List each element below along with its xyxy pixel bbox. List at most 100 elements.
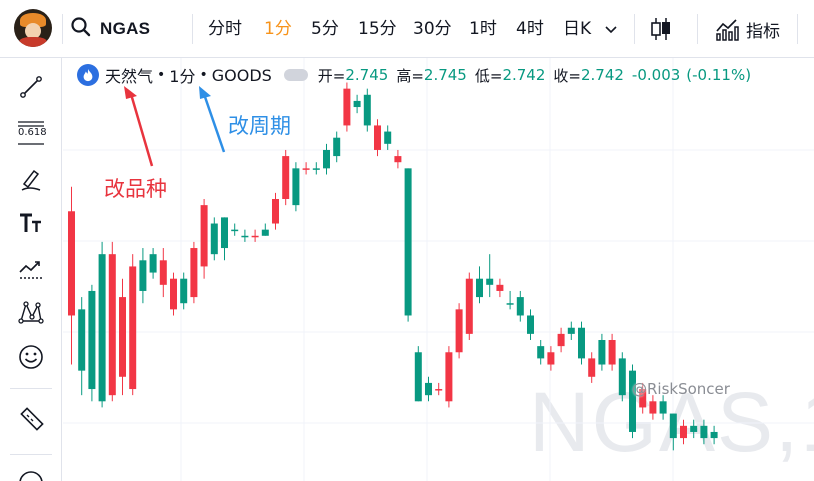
candle-body	[435, 389, 443, 391]
toolbar-divider	[62, 14, 63, 44]
high-label: 高=	[396, 66, 424, 85]
candle-body	[68, 211, 75, 316]
legend-separator: •	[157, 67, 166, 83]
magnet-icon	[19, 471, 43, 481]
candle-body	[690, 425, 698, 432]
drawing-toolbar: 0.618	[0, 58, 62, 481]
source-credit: @RiskSoncer	[632, 380, 730, 398]
candle-body	[231, 229, 239, 232]
search-icon	[70, 16, 92, 42]
brush-tool[interactable]	[14, 162, 48, 196]
fib-retracement-tool[interactable]: 0.618	[14, 116, 48, 150]
candle-body	[394, 156, 402, 163]
candle-body	[680, 425, 687, 439]
candle-body	[363, 94, 371, 126]
indicators-icon	[716, 19, 739, 41]
candle-body	[516, 297, 524, 316]
pattern-tool[interactable]	[14, 252, 48, 286]
xabcd-pattern-icon	[18, 301, 44, 324]
candle-body	[465, 278, 473, 334]
measure-tool[interactable]	[14, 402, 48, 436]
timeframe-intraday[interactable]: 分时	[208, 19, 242, 39]
open-label: 开=	[317, 66, 346, 85]
candle-body	[139, 260, 147, 291]
legend-symbol-title[interactable]: 天然气	[105, 67, 154, 86]
candle-body	[639, 389, 647, 408]
candle-body	[312, 168, 320, 170]
candlestick-chart-type-button[interactable]	[646, 14, 676, 44]
candle-body	[180, 278, 188, 304]
candle-body	[119, 297, 126, 377]
candle-body	[200, 205, 208, 267]
candle-body	[292, 168, 300, 206]
timeframe-4h[interactable]: 4时	[516, 19, 544, 39]
visibility-toggle[interactable]	[283, 69, 308, 81]
timeframe-1min[interactable]: 1分	[264, 19, 292, 39]
toolbar-divider	[697, 14, 698, 44]
top-toolbar: NGAS 分时 1分 5分 15分 30分 1时 4时 日K 指标	[0, 0, 814, 58]
candle-body	[414, 352, 422, 402]
toolbar-divider	[634, 14, 635, 44]
timeframe-1h[interactable]: 1时	[469, 19, 497, 39]
candle-body	[669, 413, 677, 439]
high-value: 2.745	[423, 66, 467, 84]
candle-body	[608, 340, 616, 365]
emoji-tool[interactable]	[14, 340, 48, 374]
candle-body	[384, 131, 392, 144]
fib-retracement-icon	[18, 121, 44, 145]
candle-body	[261, 229, 269, 236]
candle-body	[272, 199, 279, 224]
xabcd-pattern-tool[interactable]	[14, 296, 48, 330]
indicators-button[interactable]: 指标	[714, 14, 780, 44]
timeframe-daily[interactable]: 日K	[563, 19, 592, 39]
timeframe-30min[interactable]: 30分	[413, 19, 452, 39]
chart-pane[interactable]: NGAS,1 天然气 • 1分 • GOODS 开=2.745 高=2.745 …	[63, 58, 814, 481]
candle-body	[629, 370, 636, 432]
chevron-down-icon[interactable]	[603, 21, 619, 37]
candle-body	[88, 290, 96, 390]
candle-body	[547, 352, 555, 365]
symbol-name: NGAS	[100, 19, 151, 38]
text-tool[interactable]	[14, 206, 48, 240]
magnet-tool[interactable]	[14, 466, 48, 481]
candlestick-chart[interactable]	[63, 58, 814, 481]
candle-body	[557, 333, 565, 347]
candle-body	[486, 278, 494, 285]
chart-legend: 天然气 • 1分 • GOODS 开= 2.745 高= 2.745 低= 2.742…	[77, 63, 759, 87]
legend-exchange: GOODS	[211, 65, 272, 85]
candle-body	[618, 358, 626, 396]
candle-body	[159, 260, 167, 285]
legend-interval[interactable]: 1分	[169, 67, 196, 86]
brush-icon	[21, 169, 41, 191]
candle-body	[425, 382, 432, 396]
legend-separator: •	[199, 67, 208, 83]
candle-body	[221, 217, 228, 249]
candles-icon	[651, 18, 670, 40]
candle-body	[323, 149, 330, 169]
sidebar-divider	[10, 388, 52, 389]
candle-body	[98, 254, 106, 402]
open-value: 2.745	[345, 66, 389, 84]
timeframe-15min[interactable]: 15分	[358, 19, 397, 39]
user-avatar[interactable]	[14, 9, 52, 47]
sidebar-divider	[10, 454, 52, 455]
close-value: 2.742	[580, 66, 624, 84]
symbol-search-button[interactable]: NGAS	[70, 14, 150, 44]
toolbar-divider	[797, 14, 798, 44]
candle-body	[476, 278, 483, 298]
trend-line-icon	[20, 76, 42, 98]
candle-body	[455, 309, 463, 353]
candle-body	[282, 156, 290, 199]
candle-body	[445, 352, 453, 402]
timeframe-5min[interactable]: 5分	[311, 19, 339, 39]
candle-body	[537, 346, 545, 359]
candle-body	[659, 401, 667, 414]
trend-line-tool[interactable]	[14, 70, 48, 104]
change-symbol-annotation: 改品种	[104, 177, 167, 201]
candle-body	[170, 278, 177, 310]
low-value: 2.742	[502, 66, 546, 84]
change-value: -0.003	[631, 66, 681, 84]
fib-label: 0.618	[18, 127, 47, 138]
candle-body	[404, 168, 412, 316]
candle-body	[700, 425, 708, 439]
